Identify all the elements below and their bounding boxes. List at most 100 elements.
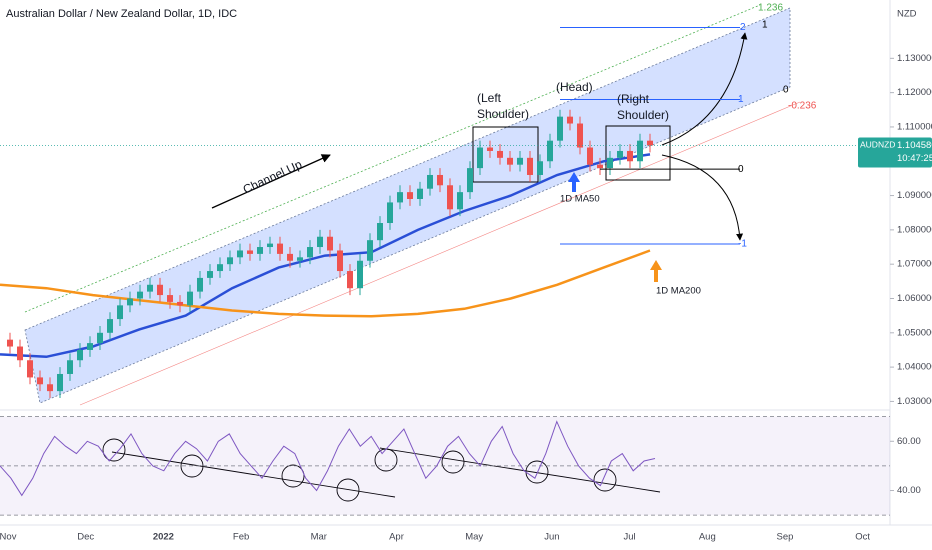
- rsi-drawings: [102, 438, 661, 502]
- candle-body: [87, 343, 93, 350]
- x-tick-label: Feb: [233, 532, 249, 543]
- candle-body: [307, 247, 313, 258]
- price-tag: [858, 137, 932, 168]
- y-tick-label: 1.120000: [897, 87, 932, 98]
- candle-body: [527, 157, 533, 175]
- channel-ext: [79, 101, 801, 406]
- chart-title: Australian Dollar / New Zealand Dollar, …: [6, 8, 237, 20]
- candle-body: [647, 140, 653, 146]
- candle-body: [297, 257, 303, 261]
- x-tick-label: Jul: [624, 532, 636, 543]
- candle-body: [267, 243, 273, 248]
- candle-body: [177, 301, 183, 306]
- candle-body: [117, 305, 123, 320]
- candle-body: [127, 298, 133, 306]
- candle-body: [7, 339, 13, 347]
- x-tick-label: Mar: [311, 532, 327, 543]
- candle-body: [167, 295, 173, 302]
- rsi-line: [0, 420, 656, 497]
- candle-body: [427, 174, 433, 189]
- rsi-tick-label: 40.00: [897, 485, 921, 496]
- candle-body: [157, 284, 163, 296]
- candle-body: [17, 346, 23, 361]
- candle-body: [457, 192, 463, 210]
- candle-body: [347, 271, 353, 289]
- arrow: [211, 154, 331, 209]
- candle-body: [27, 360, 33, 378]
- candle-body: [627, 150, 633, 162]
- candle-body: [57, 373, 63, 392]
- candle-body: [597, 164, 603, 169]
- candle-body: [287, 253, 293, 261]
- rsi-tick-label: 60.00: [897, 436, 921, 447]
- candle-body: [537, 161, 543, 175]
- box: [472, 126, 539, 183]
- candle-body: [437, 174, 443, 186]
- candle-body: [587, 147, 593, 165]
- arrow: [661, 32, 748, 146]
- fib-label: 1: [738, 94, 744, 105]
- ma-line: [0, 249, 651, 318]
- y-tick-label: 1.040000: [897, 362, 932, 373]
- candle-body: [567, 116, 573, 124]
- x-tick-label: Jun: [544, 532, 559, 543]
- candle-body: [77, 349, 83, 361]
- candle-body: [337, 250, 343, 272]
- y-tick-label: 1.060000: [897, 293, 932, 304]
- channel-ext: [24, 4, 761, 313]
- ma-label: 1D MA50: [560, 194, 600, 205]
- candle-body: [327, 236, 333, 251]
- candle-body: [477, 147, 483, 169]
- ma200-arrow: [650, 260, 662, 282]
- fib-label: 2: [740, 22, 746, 33]
- x-tick-label: Sep: [777, 532, 794, 543]
- channel: [24, 7, 791, 404]
- candle-body: [617, 150, 623, 158]
- box: [605, 125, 671, 181]
- candle-body: [107, 319, 113, 333]
- fib-label: 0: [738, 164, 744, 175]
- fib-label: -1: [738, 239, 747, 250]
- x-tick-label: Nov: [0, 532, 17, 543]
- shoulder-label: (Left: [477, 91, 502, 105]
- candle-body: [507, 157, 513, 165]
- candle-body: [447, 185, 453, 210]
- candle-body: [607, 157, 613, 169]
- candle-body: [367, 240, 373, 261]
- ma50-arrow: [568, 172, 580, 192]
- countdown: 10:47:25: [897, 153, 932, 164]
- candle-body: [487, 147, 493, 151]
- candle-body: [637, 140, 643, 162]
- y-tick-label: 1.080000: [897, 224, 932, 235]
- arrow: [661, 154, 744, 241]
- candle-body: [357, 260, 363, 289]
- candle-body: [387, 202, 393, 224]
- price-value: 1.104580: [897, 140, 932, 151]
- candle-body: [277, 243, 283, 254]
- candle-body: [407, 192, 413, 199]
- ma-line: [0, 153, 651, 359]
- candle-body: [317, 236, 323, 248]
- candle-body: [497, 150, 503, 158]
- x-tick-label: Apr: [389, 532, 404, 543]
- y-tick-label: 1.030000: [897, 396, 932, 407]
- candle-body: [197, 277, 203, 292]
- candle-body: [237, 250, 243, 258]
- candle-body: [217, 264, 223, 272]
- y-tick-label: 1.130000: [897, 53, 932, 64]
- shoulder-label: (Right: [617, 92, 650, 106]
- candle-body: [227, 257, 233, 265]
- y-tick-label: 1.090000: [897, 190, 932, 201]
- candle-body: [377, 223, 383, 241]
- x-tick-label: Dec: [77, 532, 94, 543]
- candle-body: [247, 250, 253, 254]
- candle-body: [557, 116, 563, 141]
- candle-body: [37, 377, 43, 385]
- shoulder-label: Shoulder): [477, 107, 529, 121]
- y-tick-label: 1.110000: [897, 121, 932, 132]
- currency: NZD: [897, 9, 917, 20]
- y-tick-label: 1.050000: [897, 327, 932, 338]
- x-tick-label: 2022: [153, 532, 174, 543]
